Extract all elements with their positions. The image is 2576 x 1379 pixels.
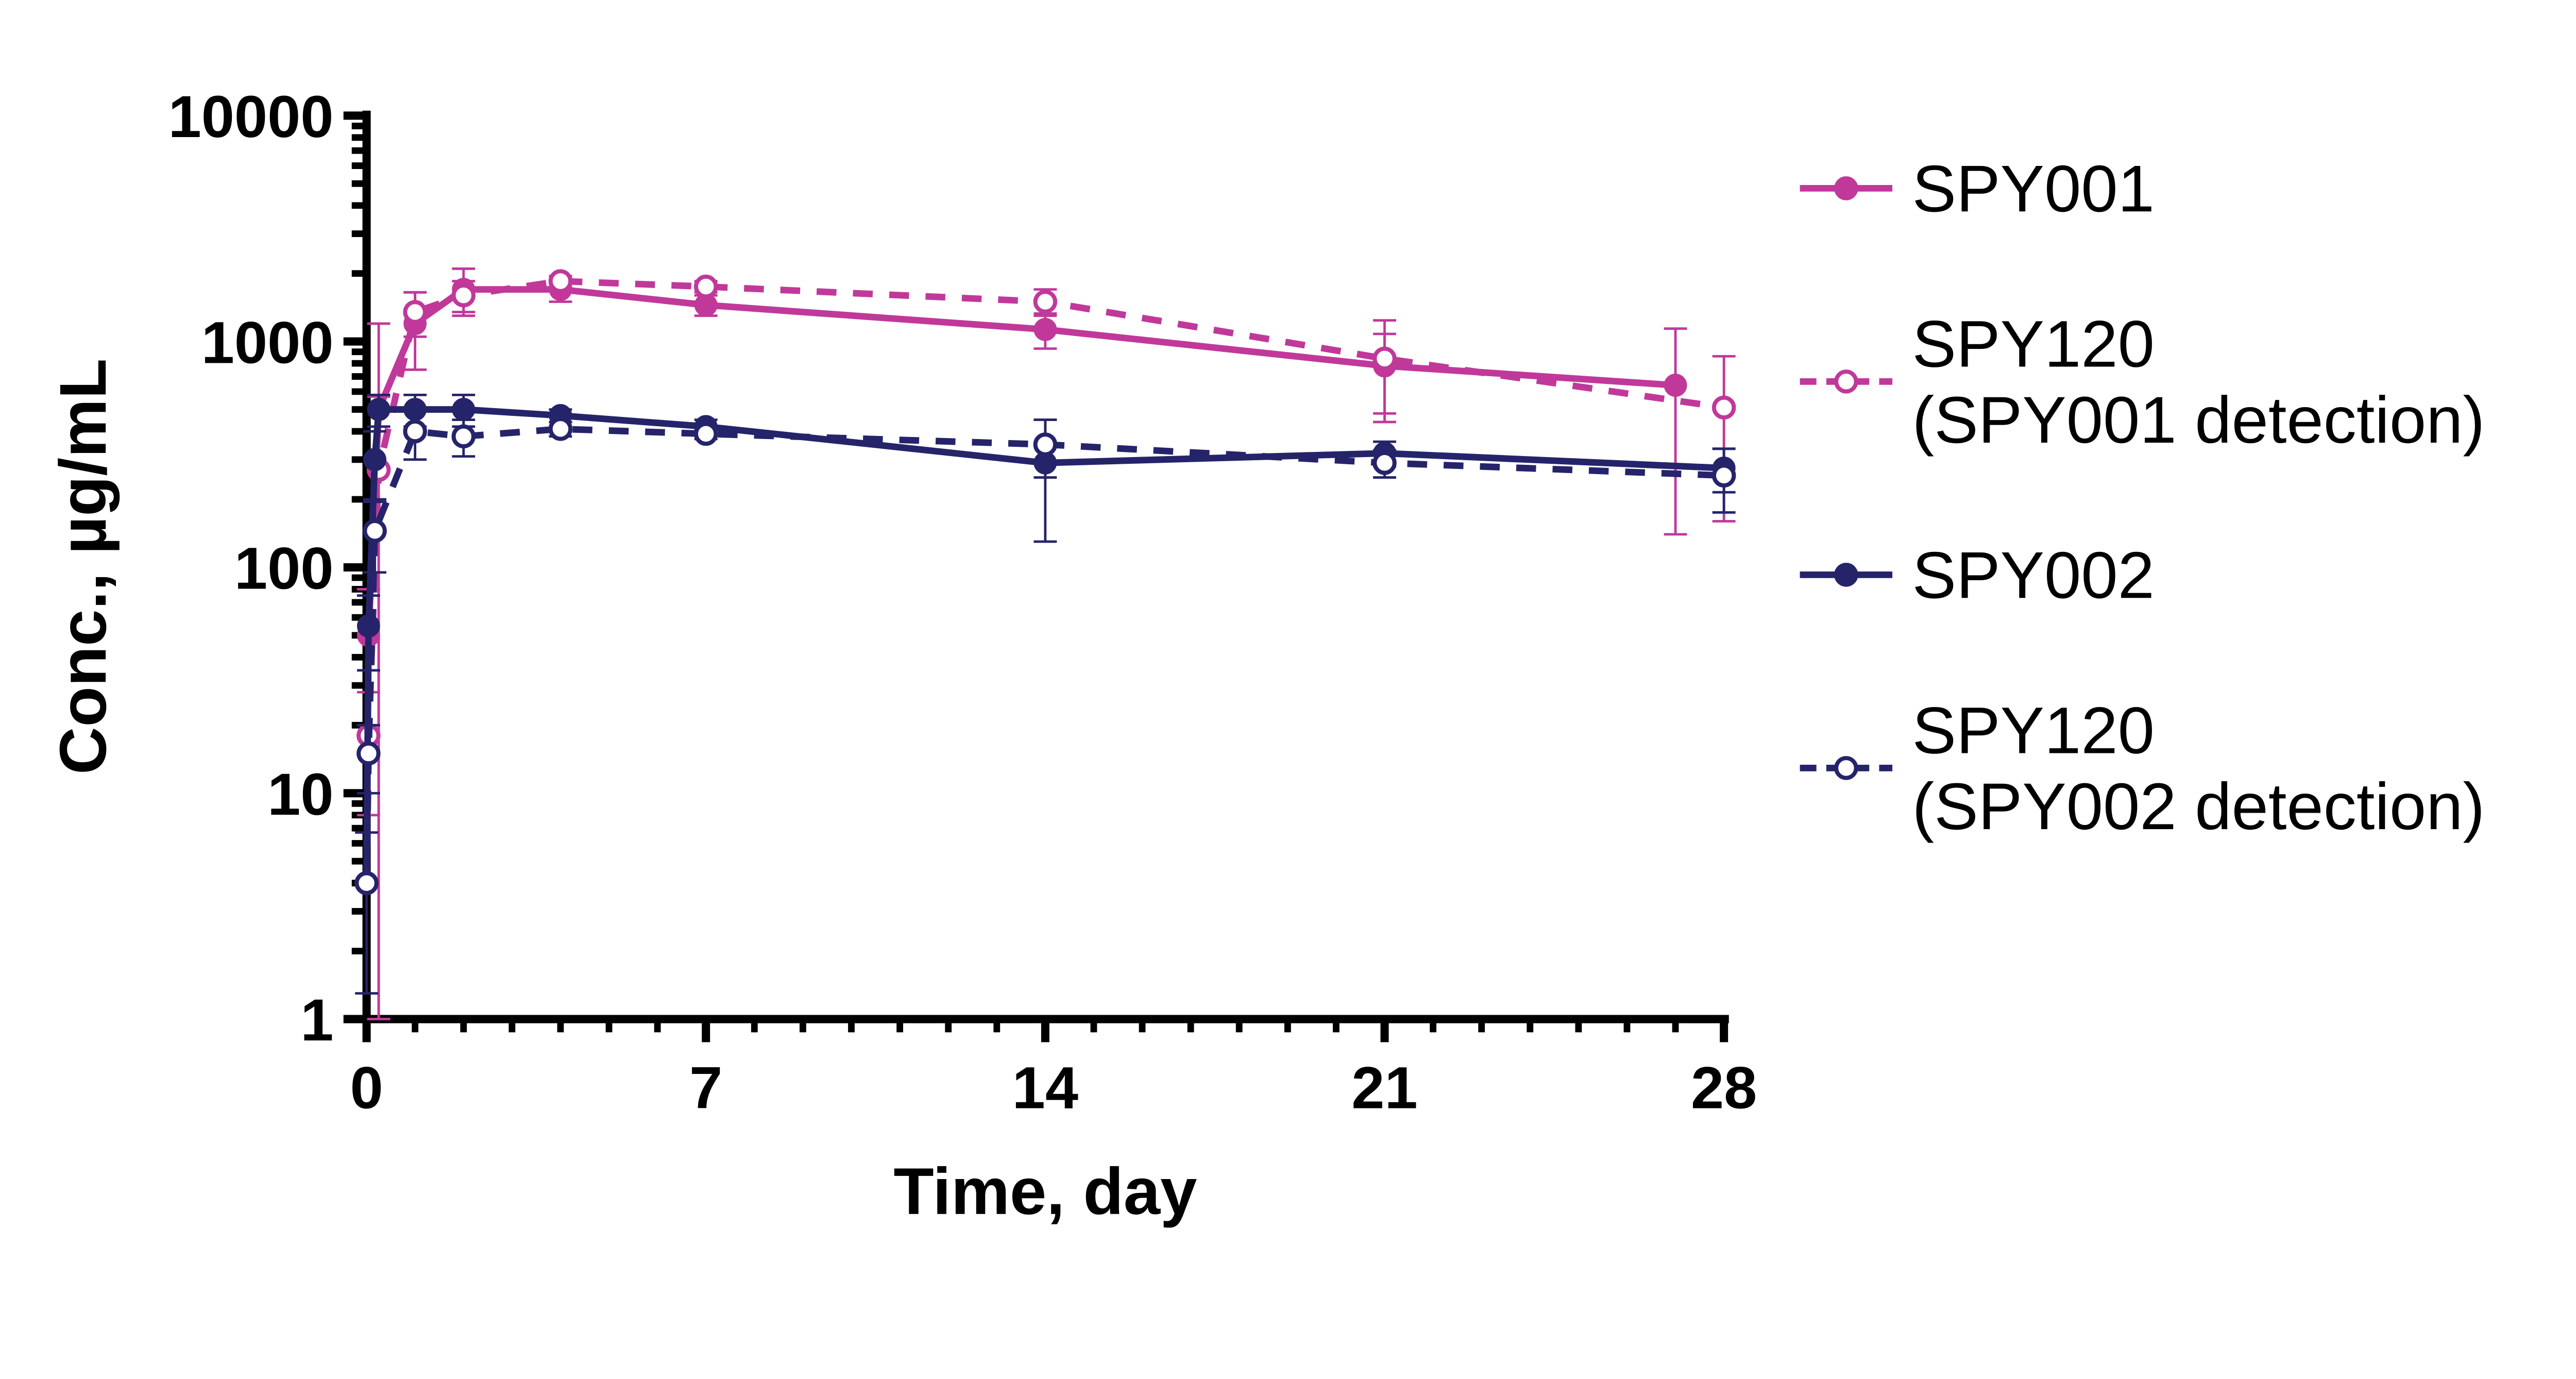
data-point: [1033, 317, 1057, 341]
data-point: [693, 274, 718, 299]
data-point: [403, 419, 427, 444]
legend-label: SPY002: [1912, 539, 2155, 612]
series-2: [354, 269, 1736, 1020]
data-point: [693, 422, 718, 446]
x-tick-label: 21: [1351, 1055, 1417, 1121]
y-tick-label: 10000: [168, 84, 334, 150]
x-tick-label: 28: [1691, 1055, 1757, 1121]
data-point: [548, 269, 573, 293]
y-tick-label: 1: [300, 987, 333, 1053]
series-3: [355, 393, 1736, 995]
legend-label: SPY120: [1912, 694, 2155, 768]
series-line: [363, 425, 1724, 883]
legend-label: SPY001: [1912, 152, 2155, 226]
data-point: [354, 871, 379, 895]
data-point: [1372, 451, 1397, 475]
data-point: [1711, 463, 1736, 488]
legend-marker: [1834, 563, 1858, 587]
x-tick-label: 0: [350, 1055, 383, 1121]
data-point: [1372, 346, 1397, 371]
y-tick-label: 100: [234, 536, 333, 602]
series-line: [363, 286, 1676, 883]
data-point: [363, 518, 387, 543]
data-point: [357, 741, 381, 766]
data-point: [1033, 290, 1058, 314]
legend-marker: [1834, 756, 1858, 780]
data-point: [548, 417, 573, 441]
y-tick-label: 10: [267, 762, 333, 828]
x-tick-label: 7: [689, 1055, 722, 1121]
data-point: [1664, 374, 1687, 397]
data-point: [367, 398, 391, 422]
series-4: [354, 408, 1736, 895]
y-tick-label: 1000: [201, 310, 334, 376]
data-point: [451, 283, 476, 308]
series-1: [355, 267, 1687, 1020]
legend-label: (SPY001 detection): [1912, 383, 2485, 457]
x-tick-label: 14: [1012, 1055, 1078, 1121]
data-point: [363, 448, 386, 472]
legend-marker: [1834, 369, 1858, 394]
data-point: [357, 614, 380, 638]
x-axis-label: Time, day: [893, 1155, 1197, 1229]
data-point: [451, 424, 476, 449]
legend-label: (SPY002 detection): [1912, 770, 2485, 844]
data-point: [1711, 395, 1736, 420]
y-axis-label: Conc., µg/mL: [46, 359, 120, 775]
data-point: [452, 398, 476, 422]
series-line: [363, 278, 1725, 883]
legend-label: SPY120: [1912, 308, 2155, 381]
data-point: [1033, 432, 1058, 457]
legend-marker: [1834, 176, 1858, 200]
data-point: [403, 300, 427, 324]
pk-chart: 1 10 100 1000 10000 0 7 14 21 28 Time, day Conc.,…: [46, 84, 2485, 1229]
